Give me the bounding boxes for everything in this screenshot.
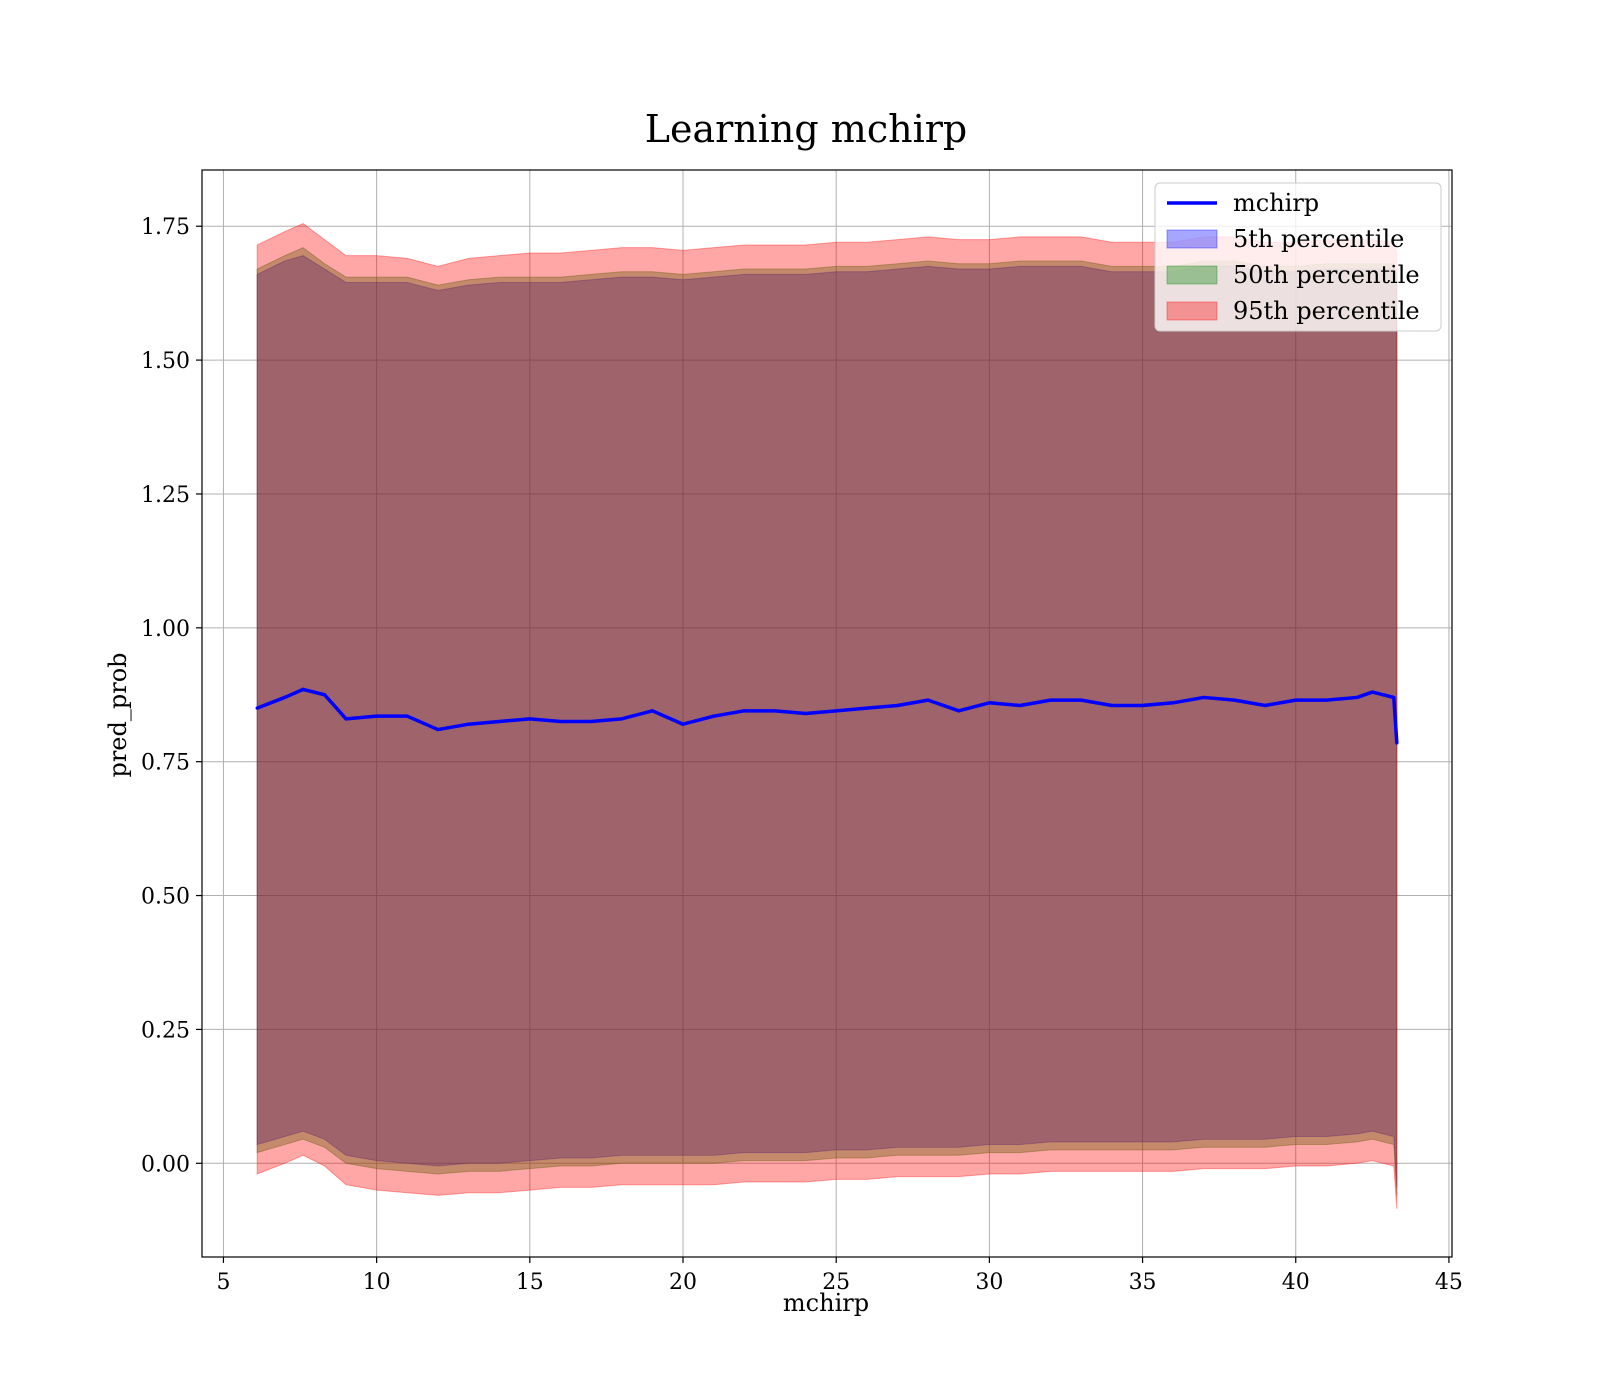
mchirp-point (1110, 703, 1114, 708)
legend-label: 95th percentile (1233, 297, 1420, 325)
y-tick-label: 1.50 (141, 349, 190, 374)
mchirp-point (1232, 698, 1237, 702)
y-axis-label: pred_prob (104, 652, 132, 777)
mchirp-point (1294, 698, 1298, 702)
x-tick-label: 35 (1129, 1270, 1157, 1295)
mchirp-point (926, 698, 930, 702)
x-tick-label: 45 (1435, 1270, 1463, 1295)
mchirp-point (650, 709, 654, 713)
x-axis-label: mchirp (783, 1289, 869, 1317)
mchirp-point (1395, 741, 1399, 745)
plot-frame (201, 169, 1453, 1258)
mchirp-point (283, 695, 287, 700)
mchirp-point (803, 711, 808, 716)
mchirp-line-layer (255, 687, 1399, 745)
mchirp-point (1355, 695, 1359, 700)
legend-label: mchirp (1233, 189, 1319, 217)
mchirp-point (466, 722, 471, 726)
mchirp-point (255, 706, 259, 710)
y-tick-label: 1.75 (141, 215, 190, 240)
y-tick-label: 1.25 (141, 483, 190, 508)
mchirp-point (773, 709, 777, 713)
50th-percentile-band (256, 247, 1398, 1196)
mchirp-point (301, 687, 305, 692)
legend-swatch (1166, 229, 1218, 249)
mchirp-point (1049, 698, 1053, 702)
mchirp-point (987, 701, 991, 705)
mchirp-point (681, 722, 685, 726)
grid (202, 170, 1452, 1257)
mchirp-point (1202, 695, 1206, 700)
mchirp-point (1324, 698, 1328, 702)
mchirp-point (322, 693, 327, 697)
legend: mchirp 5th percentile 50th percentile 95th … (1154, 182, 1442, 332)
mchirp-point (1140, 703, 1145, 708)
mchirp-point (1171, 701, 1175, 705)
mchirp-point (865, 706, 869, 710)
x-tick-label: 5 (216, 1270, 230, 1295)
x-tick-label: 40 (1282, 1270, 1310, 1295)
y-tick-label: 0.25 (141, 1018, 190, 1043)
mchirp-point (589, 719, 593, 724)
y-tick-label: 0.75 (141, 751, 190, 776)
95th-percentile-band (256, 222, 1398, 1209)
y-tick-label: 1.00 (141, 617, 190, 642)
mchirp-point (497, 719, 501, 724)
mchirp-point (436, 727, 440, 732)
y-tick-label: 0.00 (141, 1152, 190, 1177)
5th-percentile-band (256, 255, 1398, 1188)
mchirp-point (1079, 698, 1083, 702)
mchirp-point (344, 717, 348, 721)
legend-swatch (1166, 301, 1218, 321)
mchirp-point (712, 714, 716, 718)
x-tick-label: 30 (975, 1270, 1003, 1295)
mchirp-point (1392, 695, 1396, 700)
legend-label: 50th percentile (1233, 261, 1420, 289)
mchirp-point (742, 709, 746, 713)
mchirp-point (1263, 703, 1267, 708)
mchirp-point (1018, 703, 1022, 708)
mchirp-point (834, 709, 838, 713)
x-tick-label: 15 (516, 1270, 544, 1295)
y-tick-label: 0.50 (141, 885, 190, 910)
mchirp-point (1370, 690, 1374, 694)
mchirp-point (957, 709, 961, 713)
mchirp-point (895, 703, 900, 708)
legend-label: 5th percentile (1233, 225, 1404, 253)
x-tick-label: 10 (363, 1270, 391, 1295)
mchirp-point (558, 719, 563, 724)
mchirp-point (620, 717, 624, 721)
x-tick-label: 20 (669, 1270, 697, 1295)
chart-title: Learning mchirp (645, 107, 967, 151)
percentile-bands (256, 222, 1398, 1209)
x-axis: 5 10 15 20 25 30 35 40 45 (216, 1257, 1463, 1295)
x-tick-label: 25 (822, 1270, 850, 1295)
legend-box (1154, 182, 1442, 332)
mchirp-point (405, 714, 409, 718)
legend-swatch (1166, 265, 1218, 285)
mchirp-point (375, 714, 379, 718)
y-axis: 0.00 0.25 0.50 0.75 1.00 1.25 1.50 1.75 (141, 215, 202, 1177)
mchirp-point (528, 717, 532, 721)
